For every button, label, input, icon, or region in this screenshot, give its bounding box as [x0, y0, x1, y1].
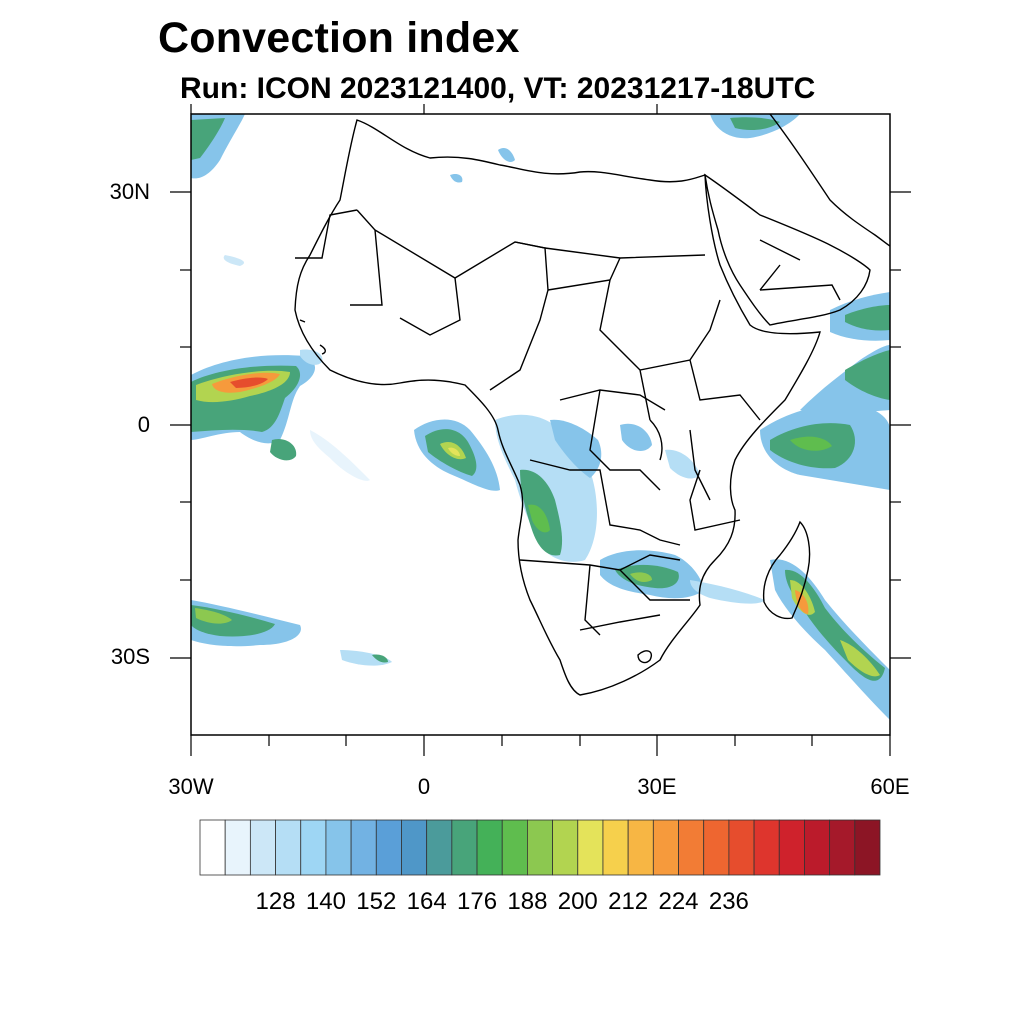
colorbar-label: 224 — [658, 888, 699, 915]
lat-tick-label: 30S — [110, 644, 150, 670]
colorbar-label: 152 — [356, 888, 397, 915]
lon-tick-label: 60E — [870, 774, 910, 799]
colorbar-box — [753, 819, 780, 876]
chart-title: Convection index — [158, 14, 520, 62]
colorbar-box — [728, 819, 755, 876]
colorbar-label: 236 — [708, 888, 749, 915]
colorbar-box — [552, 819, 579, 876]
colorbar-box — [199, 819, 226, 876]
colorbar-box — [300, 819, 327, 876]
convection-field — [191, 114, 890, 720]
colorbar-box — [703, 819, 730, 876]
lon-tick-label: 30W — [168, 774, 214, 799]
arabia-coastline — [704, 173, 871, 326]
colorbar-box — [325, 819, 352, 876]
lat-tick-label: 30N — [109, 178, 150, 204]
colorbar-label: 188 — [507, 888, 548, 915]
coastlines — [294, 114, 890, 696]
lon-tick-label: 0 — [417, 774, 431, 799]
colorbar-box — [577, 819, 604, 876]
colorbar-box — [778, 819, 805, 876]
colorbar-box — [224, 819, 251, 876]
colorbar-box — [501, 819, 528, 876]
colorbar-box — [426, 819, 453, 876]
lon-tick-label: 30E — [637, 774, 677, 799]
colorbar-label: 176 — [457, 888, 498, 915]
colorbar-box — [804, 819, 831, 876]
lat-tick-label: 0 — [137, 411, 150, 437]
colorbar-box — [829, 819, 856, 876]
colorbar-box — [854, 819, 881, 876]
colorbar-box — [350, 819, 377, 876]
colorbar-box — [476, 819, 503, 876]
colorbar-box — [678, 819, 705, 876]
colorbar-box — [275, 819, 302, 876]
colorbar-label: 128 — [255, 888, 296, 915]
colorbar-label: 212 — [608, 888, 649, 915]
colorbar-box — [627, 819, 654, 876]
colorbar-box — [375, 819, 402, 876]
colorbar-label: 164 — [406, 888, 447, 915]
africa-coastline — [294, 119, 821, 696]
colorbar-box — [652, 819, 679, 876]
chart-subtitle: Run: ICON 2023121400, VT: 20231217-18UTC — [180, 72, 816, 105]
colorbar-box — [527, 819, 553, 876]
colorbar-label: 140 — [305, 888, 346, 915]
colorbar-box — [602, 819, 629, 876]
colorbar — [199, 819, 881, 876]
colorbar-label: 200 — [557, 888, 598, 915]
axis-ticks — [170, 104, 911, 756]
colorbar-box — [249, 819, 276, 876]
colorbar-box — [451, 819, 478, 876]
madagascar-coastline — [762, 520, 811, 620]
colorbar-box — [401, 819, 428, 876]
